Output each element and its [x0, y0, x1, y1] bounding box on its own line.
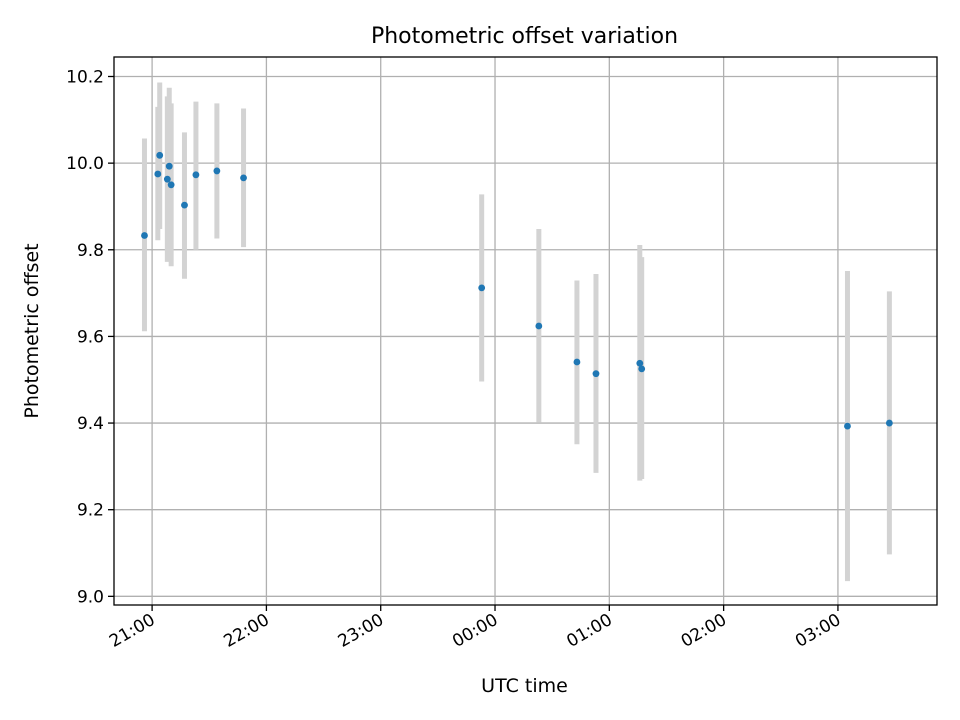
data-point	[154, 170, 162, 178]
plot-frame	[113, 56, 938, 606]
data-point	[592, 370, 600, 378]
data-point	[141, 232, 148, 239]
data-point	[163, 175, 171, 183]
y-tick-label: 9.6	[77, 327, 104, 347]
data-point	[167, 181, 175, 189]
data-point	[638, 365, 646, 373]
y-tick-label: 9.8	[77, 241, 104, 261]
data-point	[844, 422, 851, 430]
x-axis-label: UTC time	[481, 675, 568, 697]
y-axis-label: Photometric offset	[21, 243, 43, 418]
chart-title: Photometric offset variation	[371, 24, 678, 49]
y-tick-label: 10.2	[66, 67, 104, 87]
y-tick-label: 9.0	[77, 587, 104, 607]
data-point	[213, 167, 221, 175]
data-point	[192, 171, 200, 179]
data-point	[240, 174, 247, 182]
data-point	[156, 151, 164, 159]
y-tick-label: 10.0	[66, 154, 104, 174]
data-point	[181, 201, 188, 209]
data-points	[141, 151, 893, 430]
data-point	[885, 419, 893, 427]
data-point	[165, 162, 173, 170]
data-point	[573, 358, 581, 366]
grid	[114, 57, 937, 605]
data-point	[478, 284, 486, 292]
y-tick-label: 9.2	[77, 501, 104, 521]
y-tick-label: 9.4	[77, 414, 104, 434]
data-point	[535, 322, 543, 330]
data-point	[636, 359, 644, 367]
